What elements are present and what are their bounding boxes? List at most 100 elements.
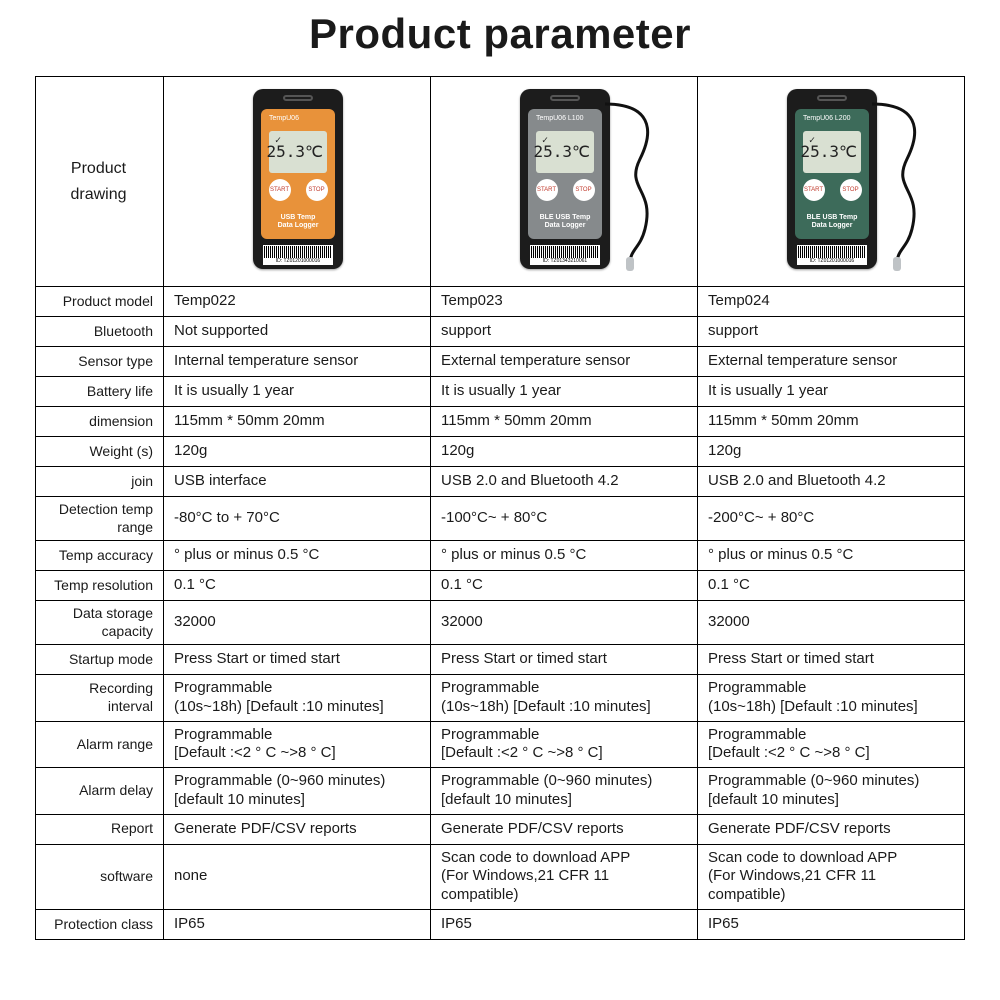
spec-cell: Programmable[Default :<2 ° C ~>8 ° C] <box>431 721 698 768</box>
spec-cell: USB 2.0 and Bluetooth 4.2 <box>431 467 698 497</box>
device-caption: USB TempData Logger <box>261 214 335 231</box>
spec-cell: Scan code to download APP(For Windows,21… <box>431 844 698 909</box>
row-label: Protection class <box>36 909 164 939</box>
spec-cell: Programmable (0~960 minutes)[default 10 … <box>431 768 698 815</box>
product-device: TempU06 25.3℃ START STOP USB TempData Lo… <box>253 89 343 269</box>
row-label: Battery life <box>36 377 164 407</box>
barcode <box>530 245 600 265</box>
row-label: Recording interval <box>36 675 164 722</box>
spec-cell: IP65 <box>698 909 965 939</box>
row-label: Product model <box>36 287 164 317</box>
spec-cell: Press Start or timed start <box>431 645 698 675</box>
spec-cell: Programmable[Default :<2 ° C ~>8 ° C] <box>164 721 431 768</box>
spec-cell: IP65 <box>431 909 698 939</box>
product-device: TempU06 L100 25.3℃ START STOP BLE USB Te… <box>520 89 610 269</box>
spec-cell: Temp023 <box>431 287 698 317</box>
spec-cell: It is usually 1 year <box>164 377 431 407</box>
stop-button-icon: STOP <box>840 179 862 201</box>
spec-cell: ° plus or minus 0.5 °C <box>698 541 965 571</box>
spec-cell: Programmable(10s~18h) [Default :10 minut… <box>431 675 698 722</box>
spec-cell: Generate PDF/CSV reports <box>431 814 698 844</box>
spec-cell: External temperature sensor <box>431 347 698 377</box>
row-label: Alarm delay <box>36 768 164 815</box>
probe-cable <box>867 99 927 269</box>
device-model-label: TempU06 L100 <box>536 115 583 124</box>
spec-cell: 115mm * 50mm 20mm <box>431 407 698 437</box>
spec-cell: -200°C~ + 80°C <box>698 497 965 541</box>
start-button-icon: START <box>536 179 558 201</box>
spec-cell: 120g <box>698 437 965 467</box>
stop-button-icon: STOP <box>306 179 328 201</box>
spec-cell: It is usually 1 year <box>698 377 965 407</box>
row-label: Startup mode <box>36 645 164 675</box>
spec-cell: Not supported <box>164 317 431 347</box>
spec-cell: Programmable(10s~18h) [Default :10 minut… <box>164 675 431 722</box>
device-model-label: TempU06 <box>269 115 299 124</box>
spec-cell: support <box>431 317 698 347</box>
spec-cell: Generate PDF/CSV reports <box>164 814 431 844</box>
spec-cell: -100°C~ + 80°C <box>431 497 698 541</box>
spec-cell: USB 2.0 and Bluetooth 4.2 <box>698 467 965 497</box>
spec-cell: Programmable(10s~18h) [Default :10 minut… <box>698 675 965 722</box>
spec-cell: 32000 <box>164 601 431 645</box>
row-label: Bluetooth <box>36 317 164 347</box>
row-label: Sensor type <box>36 347 164 377</box>
spec-cell: Temp024 <box>698 287 965 317</box>
row-label: Alarm range <box>36 721 164 768</box>
row-label: Temp resolution <box>36 571 164 601</box>
spec-cell: External temperature sensor <box>698 347 965 377</box>
device-lcd: 25.3℃ <box>803 131 861 173</box>
row-label: Productdrawing <box>36 77 164 287</box>
row-label: Report <box>36 814 164 844</box>
row-label: software <box>36 844 164 909</box>
spec-cell: 32000 <box>698 601 965 645</box>
row-label: dimension <box>36 407 164 437</box>
drawing-cell: TempU06 L200 25.3℃ START STOP BLE USB Te… <box>698 77 965 287</box>
spec-cell: 120g <box>164 437 431 467</box>
row-label: Weight (s) <box>36 437 164 467</box>
spec-cell: 115mm * 50mm 20mm <box>164 407 431 437</box>
drawing-cell: TempU06 25.3℃ START STOP USB TempData Lo… <box>164 77 431 287</box>
spec-cell: Programmable[Default :<2 ° C ~>8 ° C] <box>698 721 965 768</box>
spec-cell: -80°C to + 70°C <box>164 497 431 541</box>
page-title: Product parameter <box>35 10 965 58</box>
spec-cell: Generate PDF/CSV reports <box>698 814 965 844</box>
spec-cell: support <box>698 317 965 347</box>
spec-cell: Internal temperature sensor <box>164 347 431 377</box>
barcode <box>797 245 867 265</box>
start-button-icon: START <box>269 179 291 201</box>
row-label: join <box>36 467 164 497</box>
spec-cell: 0.1 °C <box>431 571 698 601</box>
spec-cell: ° plus or minus 0.5 °C <box>164 541 431 571</box>
start-button-icon: START <box>803 179 825 201</box>
spec-cell: USB interface <box>164 467 431 497</box>
spec-cell: 115mm * 50mm 20mm <box>698 407 965 437</box>
row-label: Data storage capacity <box>36 601 164 645</box>
spec-cell: 32000 <box>431 601 698 645</box>
device-lcd: 25.3℃ <box>269 131 327 173</box>
device-caption: BLE USB TempData Logger <box>795 214 869 231</box>
spec-cell: Programmable (0~960 minutes)[default 10 … <box>698 768 965 815</box>
row-label: Temp accuracy <box>36 541 164 571</box>
spec-cell: ° plus or minus 0.5 °C <box>431 541 698 571</box>
product-device: TempU06 L200 25.3℃ START STOP BLE USB Te… <box>787 89 877 269</box>
device-caption: BLE USB TempData Logger <box>528 214 602 231</box>
spec-cell: 0.1 °C <box>164 571 431 601</box>
spec-cell: none <box>164 844 431 909</box>
spec-cell: Press Start or timed start <box>698 645 965 675</box>
spec-cell: 0.1 °C <box>698 571 965 601</box>
spec-cell: Scan code to download APP(For Windows,21… <box>698 844 965 909</box>
row-label: Detection temp range <box>36 497 164 541</box>
probe-cable <box>600 99 660 269</box>
spec-cell: Press Start or timed start <box>164 645 431 675</box>
device-lcd: 25.3℃ <box>536 131 594 173</box>
barcode <box>263 245 333 265</box>
spec-cell: Temp022 <box>164 287 431 317</box>
device-model-label: TempU06 L200 <box>803 115 850 124</box>
spec-table: Productdrawing TempU06 25.3℃ START STOP … <box>35 76 965 940</box>
stop-button-icon: STOP <box>573 179 595 201</box>
spec-cell: It is usually 1 year <box>431 377 698 407</box>
spec-cell: Programmable (0~960 minutes)[default 10 … <box>164 768 431 815</box>
spec-cell: IP65 <box>164 909 431 939</box>
spec-cell: 120g <box>431 437 698 467</box>
